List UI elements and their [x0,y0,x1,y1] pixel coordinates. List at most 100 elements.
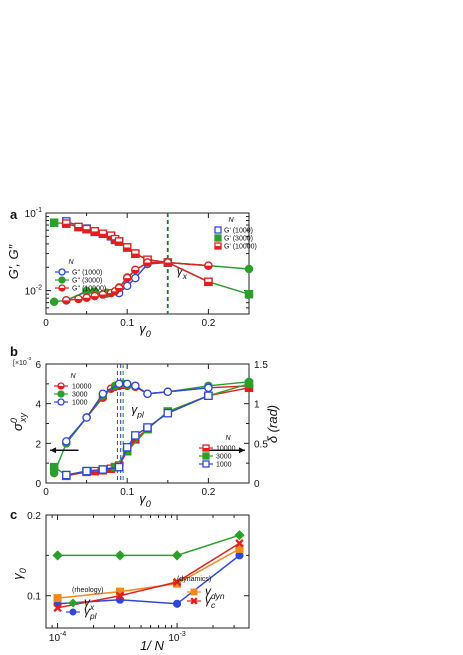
marker-shape [131,273,140,283]
legend-marker [58,268,66,276]
data-point [235,539,244,548]
data-point [82,466,91,476]
data-point [172,577,182,587]
marker-fill [143,262,152,267]
legend-marker [190,588,198,596]
data-point [122,281,132,291]
data-point [204,277,213,287]
legend-loss: N G'' (1000)G'' (3000)G'' (10000) [55,259,106,293]
legend-title: N [68,259,74,266]
data-point [98,229,108,239]
panel-c-frame [45,514,250,629]
marker-shape [82,466,91,476]
marker-shape [244,264,254,274]
data-point [171,550,183,561]
data-point [90,291,99,301]
legend-title: N [228,217,234,224]
data-point [115,591,125,600]
legend-marker [202,452,210,460]
marker-fill [215,246,221,249]
data-point [163,408,173,418]
legend-label: γdyn [205,584,225,601]
legend-label: 1000 [216,462,232,469]
marker-fill [245,387,253,392]
legend-label: G' (10000) [224,244,257,251]
right-axis-arrow-head [238,447,245,454]
data-point [143,389,152,398]
panel-label-a: a [10,207,18,222]
marker-shape [214,226,222,234]
marker-shape [49,218,59,227]
marker-shape [82,413,91,422]
data-point [235,544,244,553]
marker-shape [57,390,65,398]
legend-marker [69,608,77,616]
data-point [143,258,152,267]
marker-fill [115,241,123,246]
legend-storage: N G' (1000)G' (3000)G' (10000) [214,217,257,251]
marker-shape [171,550,183,561]
y2-tick-label: 1 [254,400,260,411]
data-point [49,218,59,227]
marker-fill [91,471,99,475]
marker-shape [173,599,182,608]
data-point [98,465,108,474]
legend-label: G'' (10000) [72,286,106,293]
marker-shape [98,389,108,398]
marker-shape [235,551,244,560]
data-point [122,273,132,283]
legend-title: N [70,373,76,380]
marker-fill [203,448,209,451]
y-tick-label: 4 [35,400,41,411]
marker-fill [204,265,212,270]
marker-shape [204,391,213,400]
legend-label: γpl [84,604,98,621]
data-point [114,237,124,246]
marker-fill [123,278,131,282]
data-point [131,273,140,283]
data-point [62,219,71,228]
marker-shape [131,381,140,391]
marker-fill [131,253,139,258]
legend-label: 10000 [72,384,92,391]
y2-axis-label: δ (rad) [265,405,280,443]
marker-shape [143,389,152,398]
data-point [114,550,126,561]
marker-shape [214,234,222,242]
marker-fill [115,288,123,292]
marker-shape [172,577,182,587]
marker-shape [114,550,126,561]
marker-shape [122,281,132,291]
marker-shape [115,591,125,600]
panel-label-c: c [10,507,17,522]
data-point [62,296,71,305]
marker-shape [244,289,254,299]
y-tick-label: 10-1 [25,207,42,220]
legend-marker [202,444,210,452]
panel-label-b: b [10,344,18,359]
data-point [204,383,213,393]
marker-shape [202,452,210,460]
legend-label: γx [84,595,95,612]
marker-fill [74,227,83,231]
data-point [122,243,132,252]
marker-shape [49,297,59,306]
marker-fill [62,223,70,228]
data-point [234,530,245,541]
data-point [131,265,140,275]
data-point [131,431,140,440]
marker-fill [123,247,131,252]
data-point [204,261,213,270]
legend-label: G'' (1000) [72,270,102,277]
marker-shape [235,539,244,548]
y-tick-label: 10-2 [25,285,42,298]
y-axis-label: σ0xy [9,413,28,431]
marker-fill [83,297,91,302]
legend-marker [214,226,222,234]
marker-shape [122,379,132,389]
marker-shape [53,594,62,603]
y2-tick-label: 0.5 [254,439,268,450]
marker-shape [58,268,66,276]
marker-shape [49,462,59,472]
